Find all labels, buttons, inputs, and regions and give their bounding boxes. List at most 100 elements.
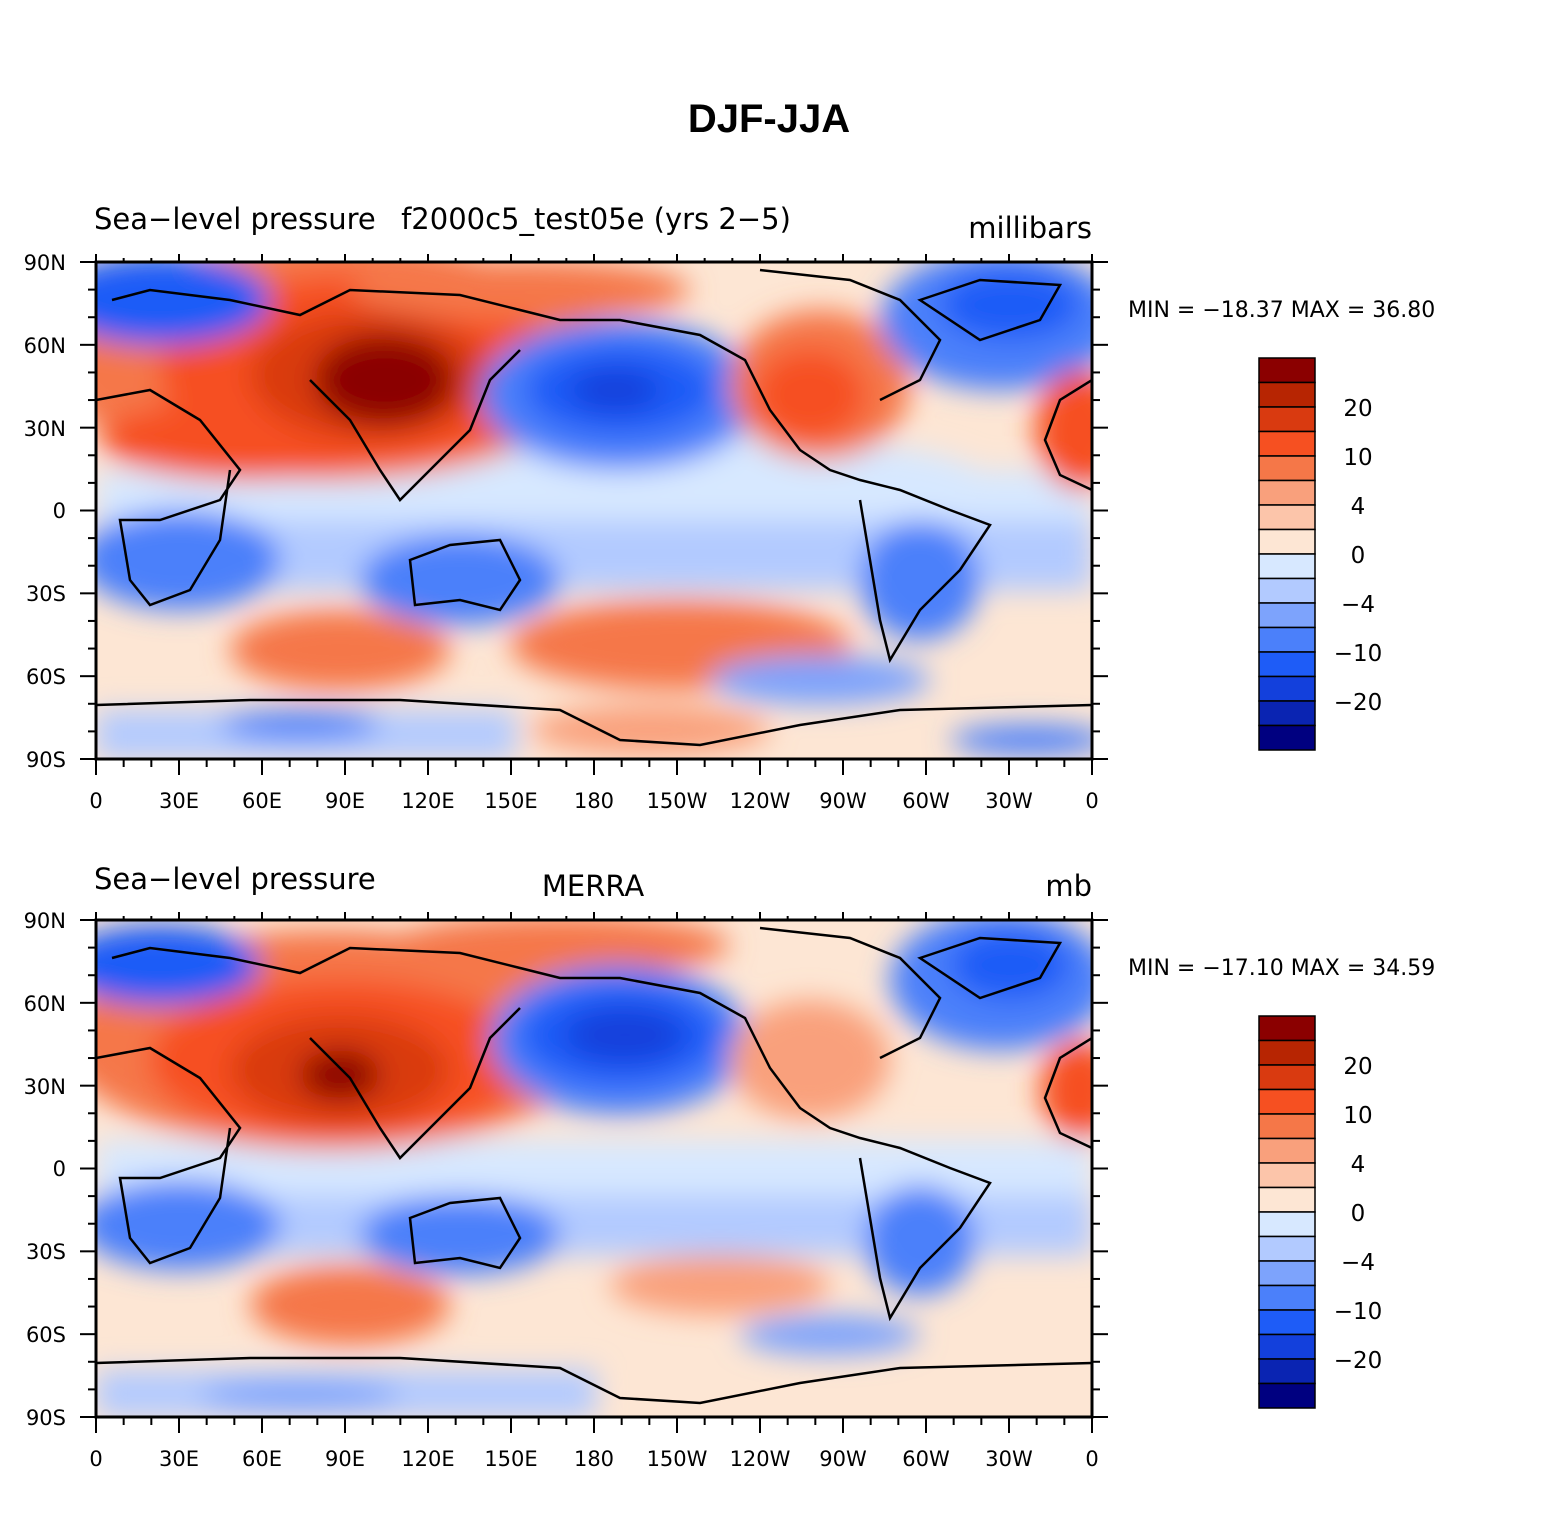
x-tick-label: 0 [89, 1447, 102, 1471]
panel-left-string: Sea−level pressure [94, 862, 376, 896]
x-tick-label: 120W [730, 789, 791, 813]
colorbar-swatch [1258, 1162, 1316, 1189]
x-tick-label: 150E [484, 789, 537, 813]
colorbar-swatch [1258, 1137, 1316, 1164]
y-tick-label: 90N [24, 909, 66, 933]
map-ticks [80, 912, 1108, 1433]
panel-model: Sea−level pressure f2000c5_test05e (yrs … [24, 202, 1436, 813]
colorbar-labels: 20 10 4 0 −4 −10 −20 [1334, 1054, 1383, 1374]
colorbar-label: −4 [1341, 592, 1375, 618]
x-tick-label: 150W [647, 789, 708, 813]
colorbar-swatch [1258, 626, 1316, 653]
colorbar-label: 4 [1351, 494, 1366, 520]
y-tick-label: 90S [26, 1406, 66, 1430]
colorbar-swatch [1258, 651, 1316, 678]
min-max-readout: MIN = −18.37 MAX = 36.80 [1128, 298, 1435, 323]
y-tick-label: 30N [24, 417, 66, 441]
colorbar-label: 10 [1343, 445, 1372, 471]
x-tick-label: 60E [242, 789, 282, 813]
panel-obs: Sea−level pressure MERRA mb [24, 862, 1436, 1471]
x-tick-label: 0 [89, 789, 102, 813]
y-tick-label: 90N [24, 251, 66, 275]
colorbar-swatch [1258, 1015, 1316, 1042]
colorbar-swatch [1258, 1309, 1316, 1336]
y-tick-label: 30S [26, 582, 66, 606]
colorbar-swatch [1258, 602, 1316, 629]
x-tick-labels: 0 30E 60E 90E 120E 150E 180 150W 120W 90… [89, 789, 1098, 813]
figure-title: DJF-JJA [688, 97, 850, 141]
colorbar-swatch [1258, 1113, 1316, 1140]
panel-units-string: mb [1045, 869, 1092, 903]
x-tick-label: 90E [325, 1447, 365, 1471]
colorbar-swatch [1258, 357, 1316, 384]
x-tick-label: 90E [325, 789, 365, 813]
colorbar-swatch [1258, 1260, 1316, 1287]
colorbar-swatch [1258, 1284, 1316, 1311]
map-ticks [80, 254, 1108, 775]
x-tick-label: 90W [819, 1447, 867, 1471]
colorbar-swatch [1258, 406, 1316, 433]
colorbar [1258, 357, 1316, 751]
colorbar-label: 0 [1351, 1201, 1366, 1227]
y-tick-label: 60N [24, 992, 66, 1016]
colorbar-swatch [1258, 700, 1316, 727]
y-tick-label: 90S [26, 748, 66, 772]
min-max-readout: MIN = −17.10 MAX = 34.59 [1128, 956, 1435, 981]
colorbar-swatch [1258, 1358, 1316, 1385]
colorbar-label: 10 [1343, 1103, 1372, 1129]
colorbar-swatch [1258, 381, 1316, 408]
x-tick-label: 60W [902, 789, 950, 813]
y-tick-labels: 90N 60N 30N 0 30S 60S 90S [24, 909, 66, 1430]
x-tick-label: 180 [574, 1447, 614, 1471]
x-tick-label: 60W [902, 1447, 950, 1471]
y-tick-label: 60N [24, 334, 66, 358]
panel-units-string: millibars [968, 211, 1092, 245]
x-tick-label: 0 [1085, 789, 1098, 813]
x-tick-label: 120W [730, 1447, 791, 1471]
x-tick-label: 120E [401, 1447, 454, 1471]
colorbar-label: −20 [1334, 690, 1383, 716]
x-tick-label: 90W [819, 789, 867, 813]
colorbar-label: −20 [1334, 1348, 1383, 1374]
colorbar-swatch [1258, 504, 1316, 531]
colorbar-swatch [1258, 1382, 1316, 1409]
colorbar-swatch [1258, 675, 1316, 702]
colorbar-swatch [1258, 455, 1316, 482]
contour-field-map [96, 262, 1092, 759]
x-tick-label: 180 [574, 789, 614, 813]
y-tick-label: 0 [53, 1157, 66, 1181]
x-tick-label: 150E [484, 1447, 537, 1471]
colorbar-swatch [1258, 577, 1316, 604]
colorbar-label: −10 [1334, 641, 1383, 667]
colorbar-swatch [1258, 528, 1316, 555]
colorbar-label: 0 [1351, 543, 1366, 569]
colorbar-label: −10 [1334, 1299, 1383, 1325]
colorbar-swatch [1258, 724, 1316, 751]
colorbar-swatch [1258, 430, 1316, 457]
colorbar-label: 20 [1343, 396, 1372, 422]
colorbar-swatch [1258, 1333, 1316, 1360]
colorbar-swatch [1258, 1235, 1316, 1262]
x-tick-label: 150W [647, 1447, 708, 1471]
colorbar-swatch [1258, 1088, 1316, 1115]
x-tick-label: 30W [985, 1447, 1033, 1471]
x-tick-label: 120E [401, 789, 454, 813]
colorbar-label: 20 [1343, 1054, 1372, 1080]
x-tick-label: 30E [159, 1447, 199, 1471]
colorbar-swatch [1258, 1186, 1316, 1213]
y-tick-label: 60S [26, 1323, 66, 1347]
colorbar-swatch [1258, 1211, 1316, 1238]
colorbar-label: −4 [1341, 1250, 1375, 1276]
coastline-outlines [96, 926, 1092, 1405]
y-tick-labels: 90N 60N 30N 0 30S 60S 90S [24, 251, 66, 772]
x-tick-label: 0 [1085, 1447, 1098, 1471]
y-tick-label: 30N [24, 1075, 66, 1099]
y-tick-label: 60S [26, 665, 66, 689]
coastline-outlines [96, 268, 1092, 747]
y-tick-label: 30S [26, 1240, 66, 1264]
colorbar-swatch [1258, 553, 1316, 580]
contour-field-map [96, 920, 1092, 1417]
colorbar-swatch [1258, 479, 1316, 506]
colorbar [1258, 1015, 1316, 1409]
